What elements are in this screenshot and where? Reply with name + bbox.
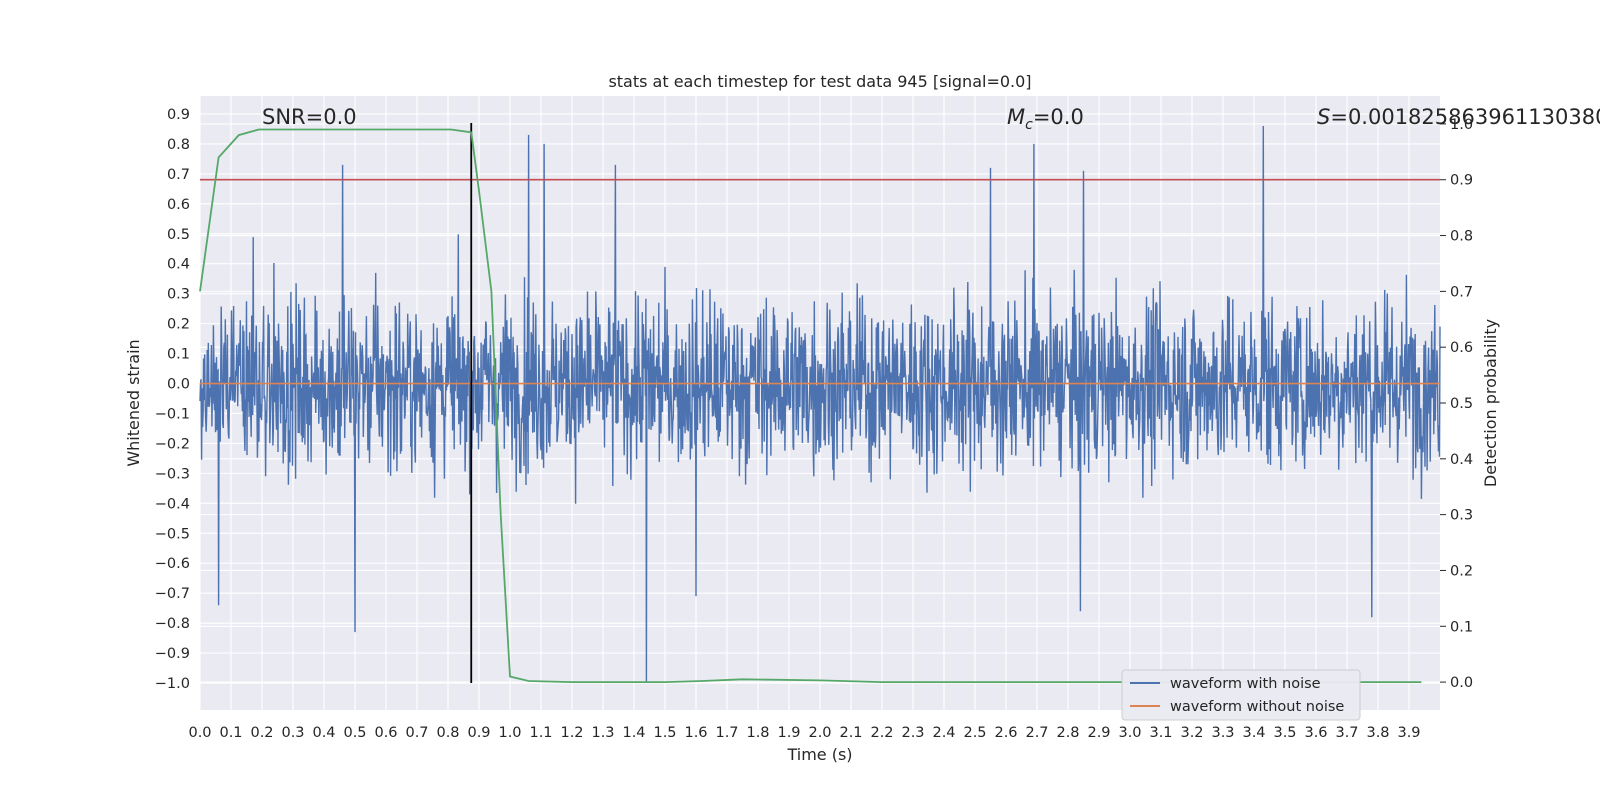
y-tick-label-15: −0.6	[155, 556, 190, 572]
x-tick-label-33: 3.3	[1211, 725, 1234, 741]
y2-tick-label-4: 0.6	[1450, 340, 1473, 356]
x-tick-label-15: 1.5	[653, 725, 676, 741]
y-tick-label-16: −0.7	[155, 586, 190, 602]
x-tick-label-16: 1.6	[684, 725, 707, 741]
x-tick-label-9: 0.9	[467, 725, 490, 741]
y-tick-label-9: 0.0	[167, 377, 190, 393]
series-waveform-with-noise	[199, 125, 1441, 684]
y2-tick-label-8: 0.2	[1450, 563, 1473, 579]
y-tick-label-14: −0.5	[155, 526, 190, 542]
x-tick-label-1: 0.1	[219, 725, 242, 741]
y2-tick-label-1: 0.9	[1450, 173, 1473, 189]
x-tick-label-14: 1.4	[622, 725, 645, 741]
legend-box	[1121, 669, 1361, 721]
x-tick-label-38: 3.8	[1366, 725, 1389, 741]
y2-tick-label-6: 0.4	[1450, 452, 1473, 468]
annotation-chirp-mass: Mc=0.0	[1007, 105, 1084, 133]
y2-tick-label-10: 0.0	[1450, 675, 1473, 691]
x-tick-label-28: 2.8	[1056, 725, 1079, 741]
y-tick-label-6: 0.3	[167, 287, 190, 303]
x-tick-label-3: 0.3	[281, 725, 304, 741]
y-tick-label-7: 0.2	[167, 317, 190, 333]
x-tick-label-17: 1.7	[715, 725, 738, 741]
y-tick-label-13: −0.4	[155, 496, 190, 512]
y2-tick-label-3: 0.7	[1450, 284, 1473, 300]
chart-title: stats at each timestep for test data 945…	[608, 72, 1031, 91]
y-tick-label-12: −0.3	[155, 466, 190, 482]
y-tick-label-1: 0.8	[167, 137, 190, 153]
x-tick-label-32: 3.2	[1180, 725, 1203, 741]
x-tick-label-8: 0.8	[436, 725, 459, 741]
y-tick-label-19: −1.0	[155, 676, 190, 692]
x-tick-label-23: 2.3	[901, 725, 924, 741]
x-axis-label: Time (s)	[786, 745, 852, 764]
series-overlays	[199, 122, 1440, 684]
y2-axis-label: Detection probability	[1481, 319, 1500, 487]
y-axis-label: Whitened strain	[124, 339, 143, 466]
x-tick-label-30: 3.0	[1118, 725, 1141, 741]
y-tick-label-3: 0.6	[167, 197, 190, 213]
x-tick-label-12: 1.2	[560, 725, 583, 741]
x-tick-label-0: 0.0	[188, 725, 211, 741]
noise-waveform-line	[199, 125, 1441, 684]
x-tick-label-18: 1.8	[746, 725, 769, 741]
x-tick-label-5: 0.5	[343, 725, 366, 741]
x-tick-label-24: 2.4	[932, 725, 955, 741]
x-tick-label-37: 3.7	[1335, 725, 1358, 741]
x-tick-label-4: 0.4	[312, 725, 335, 741]
x-tick-label-26: 2.6	[994, 725, 1017, 741]
y-tick-label-11: −0.2	[155, 436, 190, 452]
x-tick-label-19: 1.9	[777, 725, 800, 741]
y2-tick-label-7: 0.3	[1450, 508, 1473, 524]
x-tick-label-29: 2.9	[1087, 725, 1110, 741]
x-tick-label-7: 0.7	[405, 725, 428, 741]
x-tick-label-36: 3.6	[1304, 725, 1327, 741]
x-tick-label-25: 2.5	[963, 725, 986, 741]
tick-labels: 0.0 0.1 0.2 0.3 0.4 0.5 0.6 0.7 0.8 0.9 1.0 1.1 1.2 1…	[155, 107, 1473, 741]
y-tick-label-18: −0.9	[155, 646, 190, 662]
y2-tick-label-5: 0.5	[1450, 396, 1473, 412]
annotation-s-value: S=0.001825863961130380	[1317, 105, 1600, 129]
x-tick-label-21: 2.1	[839, 725, 862, 741]
x-tick-label-20: 2.0	[808, 725, 831, 741]
annotation-snr: SNR=0.0	[262, 105, 357, 129]
x-tick-label-39: 3.9	[1397, 725, 1420, 741]
detection-probability-line	[199, 128, 1422, 683]
x-tick-label-35: 3.5	[1273, 725, 1296, 741]
y2-tick-label-2: 0.8	[1450, 229, 1473, 245]
y-tick-label-10: −0.1	[155, 406, 190, 422]
x-tick-label-11: 1.1	[529, 725, 552, 741]
y-tick-label-0: 0.9	[167, 107, 190, 123]
y-tick-label-4: 0.5	[167, 227, 190, 243]
legend-label-noise: waveform with noise	[1170, 676, 1321, 692]
y2-tick-label-0: 1.0	[1450, 117, 1473, 133]
legend: waveform with noise waveform without noi…	[1121, 669, 1361, 721]
x-tick-label-13: 1.3	[591, 725, 614, 741]
legend-label-clean: waveform without noise	[1170, 699, 1344, 715]
x-tick-label-34: 3.4	[1242, 725, 1265, 741]
x-tick-label-6: 0.6	[374, 725, 397, 741]
y2-tick-label-9: 0.1	[1450, 619, 1473, 635]
x-tick-label-10: 1.0	[498, 725, 521, 741]
y-tick-label-17: −0.8	[155, 616, 190, 632]
y-tick-label-2: 0.7	[167, 167, 190, 183]
x-tick-label-31: 3.1	[1149, 725, 1172, 741]
x-tick-label-2: 0.2	[250, 725, 273, 741]
y-tick-label-5: 0.4	[167, 257, 190, 273]
x-tick-label-27: 2.7	[1025, 725, 1048, 741]
y-tick-label-8: 0.1	[167, 347, 190, 363]
x-tick-label-22: 2.2	[870, 725, 893, 741]
